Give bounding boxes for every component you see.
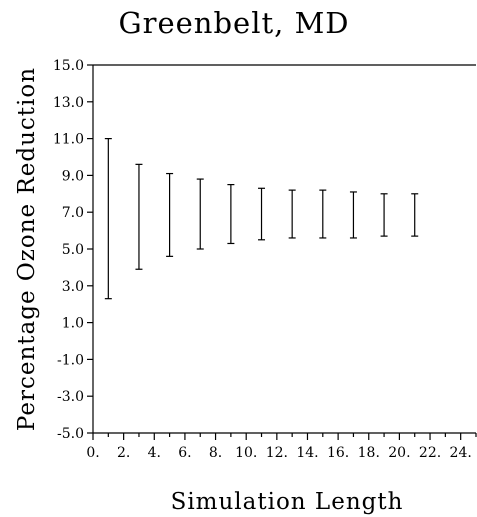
axes: [92, 64, 476, 434]
x-tick-label: 16.: [327, 445, 349, 461]
x-tick-label: 10.: [235, 445, 257, 461]
y-tick-label: 5.0: [62, 242, 84, 258]
x-tick-label: 6.: [178, 445, 191, 461]
y-tick-label: -3.0: [57, 389, 84, 405]
x-tick-label: 8.: [209, 445, 222, 461]
x-tick-label: 22.: [419, 445, 441, 461]
error-bars: [104, 138, 419, 300]
error-bar: [227, 184, 235, 245]
y-tick-label: 15.0: [53, 58, 84, 74]
y-tick-label: -1.0: [57, 352, 84, 368]
y-tick-label: 3.0: [62, 279, 84, 295]
x-tick-label: 2.: [117, 445, 130, 461]
x-tick-label: 0.: [86, 445, 99, 461]
y-tick-label: 11.0: [53, 132, 84, 148]
error-bar: [349, 191, 357, 239]
y-ticks: -5.0 -3.0 -1.0 1.0 3.0 5.0 7.0 9.0 11.0 13.0 15.0: [53, 58, 93, 442]
x-tick-label: 4.: [148, 445, 161, 461]
x-tick-label: 24.: [450, 445, 472, 461]
x-tick-label: 14.: [296, 445, 318, 461]
error-bar: [288, 189, 296, 239]
x-axis-label: Simulation Length: [171, 489, 404, 515]
error-bar: [319, 189, 327, 239]
x-tick-label: 20.: [388, 445, 410, 461]
error-bar: [196, 178, 204, 250]
y-axis-label: Percentage Ozone Reduction: [14, 67, 40, 431]
x-tick-label: 12.: [266, 445, 288, 461]
y-tick-label: 13.0: [53, 95, 84, 111]
error-bar: [135, 163, 143, 270]
x-tick-label: 18.: [358, 445, 380, 461]
error-bar: [104, 138, 112, 300]
x-ticks: 0. 2. 4. 6. 8. 10. 12. 14. 16. 18. 20. 22. 24.: [86, 433, 477, 461]
error-bar: [258, 187, 266, 241]
error-bar: [411, 193, 419, 237]
y-tick-label: 7.0: [62, 205, 84, 221]
y-tick-label: -5.0: [57, 426, 84, 442]
y-tick-label: 9.0: [62, 168, 84, 184]
error-bar: [380, 193, 388, 237]
y-tick-label: 1.0: [62, 316, 84, 332]
chart-title: Greenbelt, MD: [118, 6, 349, 40]
error-bar: [166, 172, 174, 257]
